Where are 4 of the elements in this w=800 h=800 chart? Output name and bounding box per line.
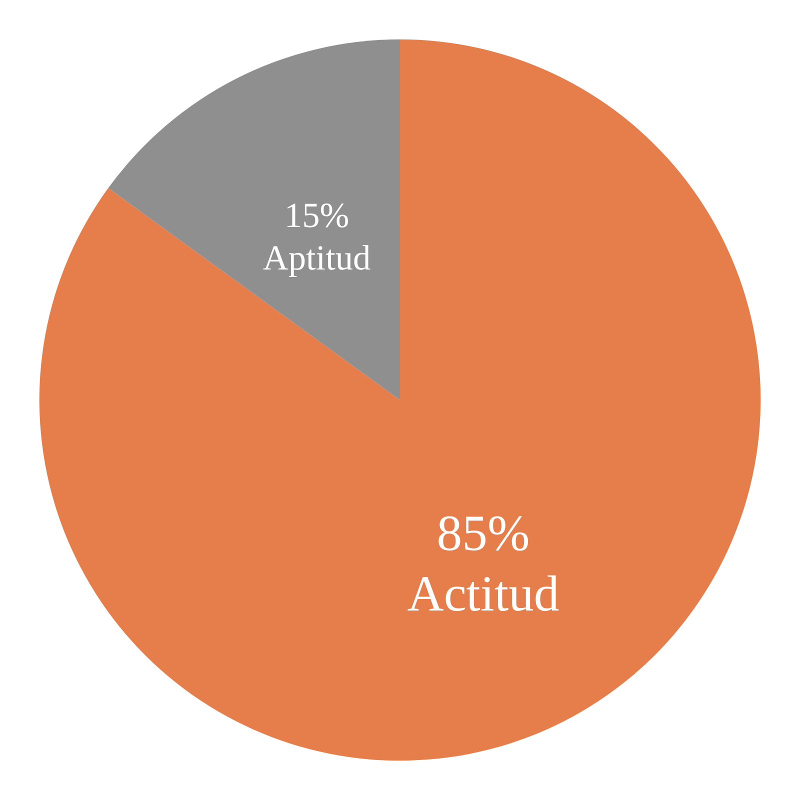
slice-label: Actitud	[407, 566, 560, 622]
slice-label: Aptitud	[262, 238, 372, 278]
data-label: 85%	[436, 504, 530, 561]
data-label: 15%	[284, 196, 350, 235]
